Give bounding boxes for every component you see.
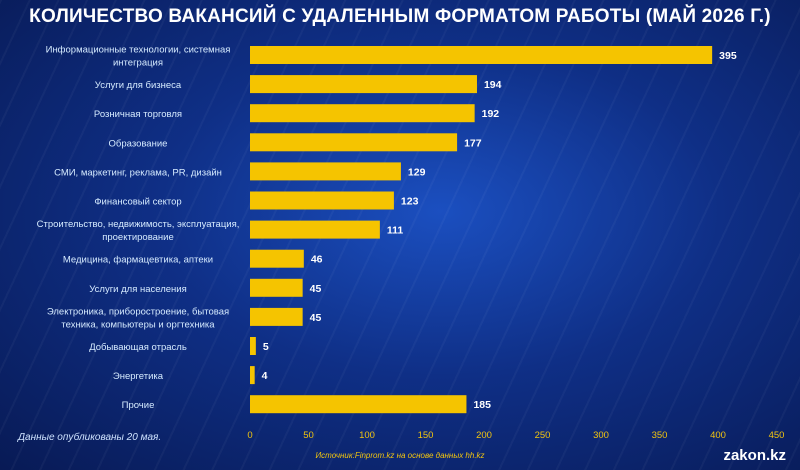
value-label: 123 (401, 196, 419, 208)
category-label: Добывающая отрасль (89, 342, 187, 353)
value-label: 192 (482, 108, 500, 120)
bar (250, 191, 394, 210)
x-tick-label: 300 (593, 430, 609, 441)
value-label: 185 (473, 399, 491, 411)
x-tick-label: 150 (418, 430, 434, 441)
category-label: Электроника, приборостроение, бытовая (47, 306, 229, 317)
value-label: 45 (310, 283, 322, 295)
x-tick-label: 0 (247, 430, 252, 441)
value-label: 5 (263, 341, 269, 353)
value-label: 194 (484, 79, 502, 91)
publication-note: Данные опубликованы 20 мая. (18, 432, 162, 443)
category-label: техника, компьютеры и оргтехника (61, 319, 215, 330)
category-label: Медицина, фармацевтика, аптеки (63, 255, 213, 266)
value-label: 395 (719, 50, 737, 62)
value-label: 177 (464, 137, 482, 149)
x-tick-label: 250 (535, 430, 551, 441)
bar (250, 220, 380, 239)
chart-title: КОЛИЧЕСТВО ВАКАНСИЙ С УДАЛЕННЫМ ФОРМАТОМ… (29, 6, 771, 27)
bar (250, 366, 255, 385)
category-label: Энергетика (113, 371, 164, 382)
x-tick-label: 200 (476, 430, 492, 441)
category-label: Образование (109, 138, 168, 149)
bar (250, 104, 475, 123)
bar (250, 46, 713, 64)
x-tick-label: 450 (769, 430, 785, 441)
brand-logo: zakon.kz (723, 447, 786, 464)
source-note: Источник:Finprom.kz на основе данных hh.… (315, 451, 485, 460)
bar (250, 278, 303, 297)
bar (250, 337, 256, 355)
category-label: Строительство, недвижимость, эксплуатаци… (37, 219, 240, 230)
x-tick-label: 100 (359, 430, 375, 441)
value-label: 46 (311, 254, 323, 266)
category-label: Прочие (122, 400, 155, 411)
value-label: 129 (408, 166, 426, 178)
bar (250, 249, 304, 268)
bar (250, 395, 467, 414)
category-label: проектирование (102, 232, 174, 243)
value-label: 111 (387, 225, 404, 237)
category-label: Информационные технологии, системная (46, 45, 231, 56)
category-label: Розничная торговля (94, 109, 182, 120)
bar (250, 75, 477, 94)
category-label: интеграция (113, 58, 163, 69)
category-label: Финансовый сектор (94, 197, 181, 208)
value-label: 4 (262, 370, 268, 382)
bar (250, 162, 401, 181)
bar (250, 307, 303, 326)
x-tick-label: 400 (710, 430, 726, 441)
x-tick-label: 350 (652, 430, 668, 441)
bar (250, 133, 458, 152)
category-label: Услуги для населения (89, 284, 187, 295)
category-label: СМИ, маркетинг, реклама, PR, дизайн (54, 167, 222, 178)
x-tick-label: 50 (303, 430, 314, 441)
category-label: Услуги для бизнеса (95, 80, 182, 91)
value-label: 45 (310, 312, 322, 324)
